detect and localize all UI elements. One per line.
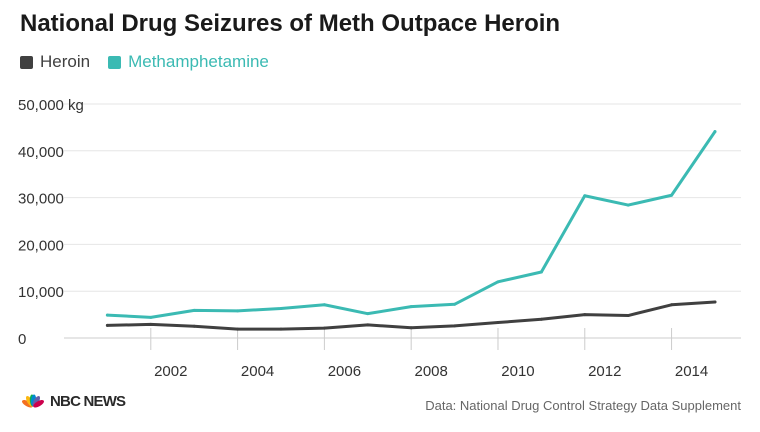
x-tick-label: 2006: [328, 363, 361, 380]
x-tick-label: 2002: [154, 363, 187, 380]
data-point-heroin: [149, 322, 153, 326]
data-point-heroin: [670, 303, 674, 307]
x-tick-label: 2012: [588, 363, 621, 380]
x-tick-label: 2010: [501, 363, 534, 380]
legend-label-methamphetamine: Methamphetamine: [128, 52, 269, 71]
data-point-heroin: [236, 327, 240, 331]
y-tick-label: 10,000: [18, 284, 64, 301]
data-point-methamphetamine: [539, 270, 543, 274]
data-point-heroin: [105, 323, 109, 327]
data-point-methamphetamine: [496, 280, 500, 284]
x-tick-label: 2004: [241, 363, 274, 380]
legend-label-heroin: Heroin: [40, 52, 91, 71]
x-tick-label: 2008: [414, 363, 447, 380]
source-note: Data: National Drug Control Strategy Dat…: [425, 398, 741, 413]
grid-lines: [64, 103, 741, 292]
data-point-heroin: [539, 317, 543, 321]
nbc-peacock-icon: [22, 394, 44, 408]
data-point-heroin: [322, 326, 326, 330]
series-line-methamphetamine: [105, 130, 717, 319]
data-point-methamphetamine: [236, 309, 240, 313]
y-tick-label: 0: [18, 331, 26, 348]
data-point-heroin: [626, 314, 630, 318]
data-point-heroin: [583, 313, 587, 317]
data-point-methamphetamine: [713, 130, 717, 134]
chart-title: National Drug Seizures of Meth Outpace H…: [20, 10, 561, 37]
nbc-news-logo: NBC NEWS: [20, 392, 126, 410]
y-tick-label: 30,000: [18, 191, 64, 208]
data-point-methamphetamine: [409, 305, 413, 309]
y-tick-label: 20,000: [18, 237, 64, 254]
data-point-heroin: [366, 323, 370, 327]
chart-legend: Heroin Methamphetamine: [20, 52, 269, 72]
data-point-methamphetamine: [366, 312, 370, 316]
y-tick-label: 40,000: [18, 144, 64, 161]
data-point-heroin: [279, 327, 283, 331]
x-tick-label: 2014: [675, 363, 708, 380]
peacock-feather: [33, 399, 44, 408]
data-point-heroin: [409, 326, 413, 330]
data-point-methamphetamine: [279, 307, 283, 311]
legend-swatch-methamphetamine: [108, 55, 122, 69]
axes: [64, 328, 741, 350]
data-point-methamphetamine: [626, 203, 630, 207]
legend-item-heroin: Heroin: [20, 52, 90, 72]
y-tick-label: 50,000 kg: [18, 97, 84, 114]
data-point-heroin: [453, 324, 457, 328]
data-point-heroin: [192, 324, 196, 328]
data-point-heroin: [713, 300, 717, 304]
logo-text: NBC NEWS: [50, 392, 126, 410]
tick-labels: 0 10,000 20,000 30,000 40,000 50,000 kg 2002 20…: [18, 97, 708, 380]
data-point-methamphetamine: [149, 315, 153, 319]
data-point-methamphetamine: [670, 193, 674, 197]
series-lines: [105, 130, 717, 331]
data-point-methamphetamine: [105, 313, 109, 317]
data-point-heroin: [496, 321, 500, 325]
legend-item-methamphetamine: Methamphetamine: [108, 52, 269, 72]
data-point-methamphetamine: [583, 194, 587, 198]
data-point-methamphetamine: [453, 302, 457, 306]
data-point-methamphetamine: [192, 308, 196, 312]
data-point-methamphetamine: [322, 303, 326, 307]
legend-swatch-heroin: [20, 55, 33, 69]
